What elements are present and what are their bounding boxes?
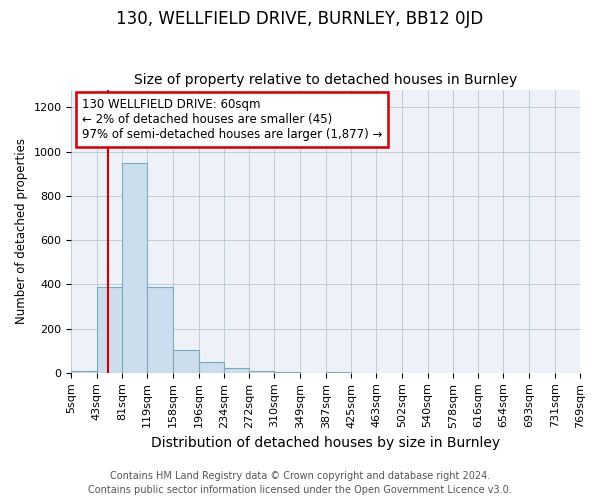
- Bar: [71, 370, 97, 373]
- Bar: [199, 362, 224, 373]
- Y-axis label: Number of detached properties: Number of detached properties: [15, 138, 28, 324]
- Bar: [173, 350, 199, 373]
- Bar: [249, 370, 274, 373]
- Text: 130 WELLFIELD DRIVE: 60sqm
← 2% of detached houses are smaller (45)
97% of semi-: 130 WELLFIELD DRIVE: 60sqm ← 2% of detac…: [82, 98, 382, 141]
- Bar: [147, 286, 173, 373]
- Bar: [274, 372, 301, 373]
- Bar: [224, 368, 249, 373]
- Text: 130, WELLFIELD DRIVE, BURNLEY, BB12 0JD: 130, WELLFIELD DRIVE, BURNLEY, BB12 0JD: [116, 10, 484, 28]
- Bar: [122, 162, 147, 373]
- Title: Size of property relative to detached houses in Burnley: Size of property relative to detached ho…: [134, 73, 517, 87]
- Text: Contains HM Land Registry data © Crown copyright and database right 2024.
Contai: Contains HM Land Registry data © Crown c…: [88, 471, 512, 495]
- Bar: [97, 286, 122, 373]
- X-axis label: Distribution of detached houses by size in Burnley: Distribution of detached houses by size …: [151, 436, 500, 450]
- Bar: [326, 372, 351, 373]
